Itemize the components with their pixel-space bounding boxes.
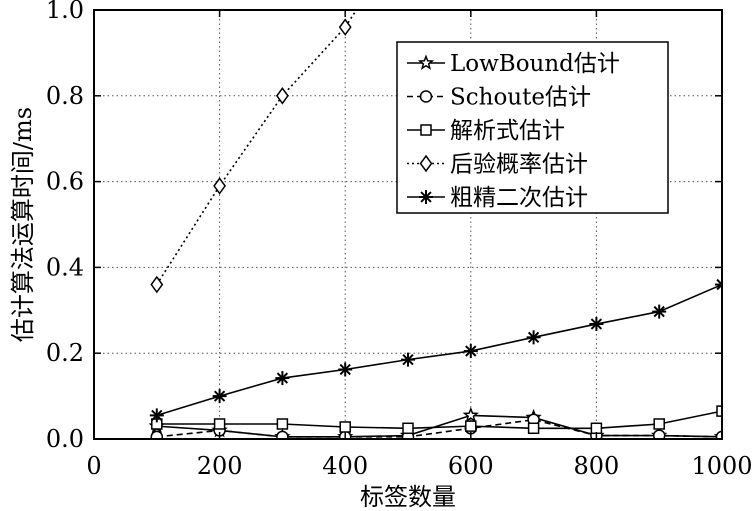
legend-label: Schoute估计 bbox=[450, 85, 591, 111]
series-line bbox=[156, 283, 722, 417]
x-tick-label: 400 bbox=[322, 452, 368, 480]
legend-marker bbox=[420, 124, 432, 136]
legend-box bbox=[396, 41, 669, 214]
data-point bbox=[462, 406, 479, 423]
y-tick-label: 0.0 bbox=[46, 425, 84, 453]
data-point bbox=[150, 275, 164, 294]
y-tick-label: 0.4 bbox=[46, 253, 84, 281]
data-point bbox=[275, 371, 290, 386]
data-point bbox=[338, 18, 352, 36]
data-point bbox=[213, 418, 226, 430]
series-line bbox=[156, 10, 358, 285]
series-4 bbox=[150, 10, 358, 294]
legend-marker bbox=[419, 90, 433, 103]
data-point bbox=[401, 352, 415, 367]
y-tick-label: 0.6 bbox=[46, 168, 84, 196]
data-point bbox=[527, 422, 540, 435]
legend-label: 粗精二次估计 bbox=[450, 185, 588, 211]
y-tick-label: 0.2 bbox=[46, 339, 84, 367]
data-point bbox=[212, 389, 227, 404]
series-3 bbox=[151, 405, 722, 435]
legend-label: 解析式估计 bbox=[450, 118, 565, 144]
data-point bbox=[652, 429, 666, 439]
x-tick-label: 0 bbox=[86, 452, 101, 480]
legend-item: 解析式估计 bbox=[407, 118, 565, 144]
data-point bbox=[715, 430, 722, 439]
data-point bbox=[590, 422, 603, 435]
y-tick-label: 1.0 bbox=[46, 0, 84, 24]
legend-marker bbox=[417, 54, 435, 70]
y-axis-label: 估计算法运算时间/ms bbox=[9, 107, 37, 342]
data-point bbox=[715, 277, 722, 292]
data-point bbox=[463, 344, 478, 359]
x-tick-label: 600 bbox=[448, 452, 494, 480]
x-axis-label: 标签数量 bbox=[360, 483, 456, 511]
data-point bbox=[652, 304, 667, 319]
data-point bbox=[276, 430, 289, 439]
data-point bbox=[465, 420, 477, 432]
data-point bbox=[276, 418, 289, 430]
x-tick-label: 200 bbox=[197, 452, 243, 480]
ticks: 0 200 400 600 800 1000 0.0 0.2 0.4 0.6 0.8 1.0 bbox=[46, 0, 753, 480]
legend-item: Schoute估计 bbox=[407, 85, 591, 111]
data-point bbox=[338, 362, 353, 377]
data-point bbox=[149, 408, 164, 423]
data-point bbox=[275, 87, 289, 105]
legend-label: LowBound估计 bbox=[450, 51, 620, 77]
data-point bbox=[402, 422, 414, 435]
data-point bbox=[653, 418, 665, 430]
legend-item: LowBound估计 bbox=[407, 51, 620, 77]
data-point bbox=[150, 430, 164, 439]
legend-marker bbox=[419, 190, 433, 204]
x-tick-label: 1000 bbox=[691, 452, 752, 480]
legend-item: 后验概率估计 bbox=[407, 152, 588, 178]
series-5 bbox=[149, 277, 722, 423]
data-point bbox=[716, 405, 722, 417]
series-line bbox=[156, 418, 722, 438]
x-tick-label: 800 bbox=[573, 452, 619, 480]
plot-frame bbox=[93, 9, 723, 440]
series-layer bbox=[148, 10, 722, 439]
y-tick-label: 0.8 bbox=[46, 82, 84, 110]
data-point bbox=[526, 330, 541, 345]
legend-marker bbox=[419, 154, 433, 173]
legend-label: 后验概率估计 bbox=[450, 152, 588, 178]
data-point bbox=[213, 177, 227, 195]
data-point bbox=[589, 317, 604, 332]
data-point bbox=[339, 421, 351, 433]
series-line bbox=[156, 410, 722, 430]
legend-item: 粗精二次估计 bbox=[407, 185, 588, 211]
